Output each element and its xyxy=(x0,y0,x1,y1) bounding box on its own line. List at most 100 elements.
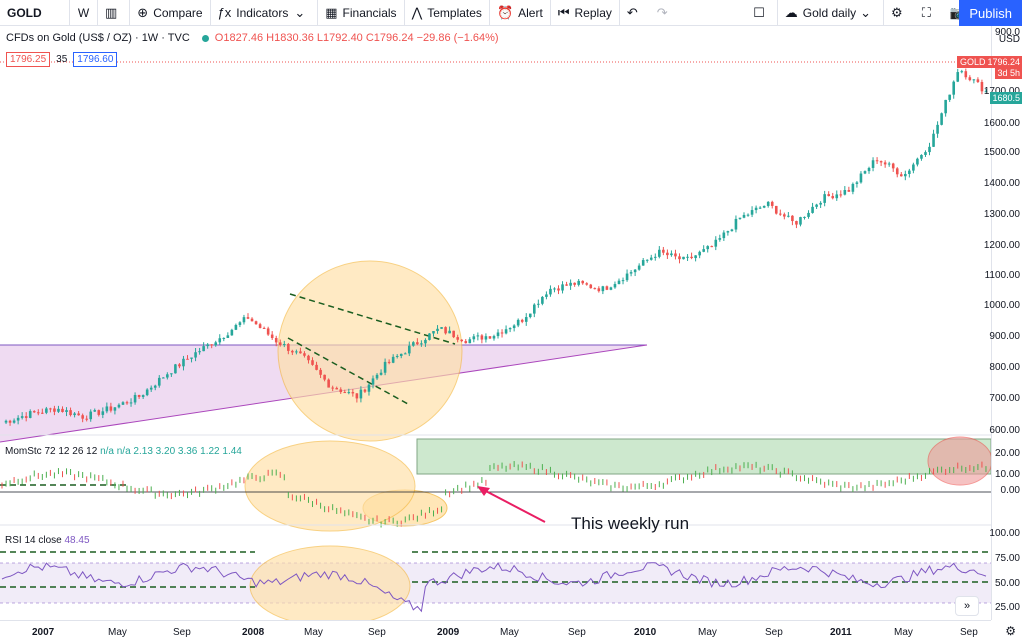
settings-button[interactable]: ⚙ xyxy=(884,0,915,26)
sell-price[interactable]: 1796.25 xyxy=(6,52,51,67)
cloud-icon: ☁ xyxy=(784,5,798,20)
time-tick: Sep xyxy=(765,627,783,638)
undo-button[interactable]: ↶ xyxy=(620,0,650,26)
scroll-to-realtime-button[interactable]: » xyxy=(955,596,979,616)
publish-button[interactable]: Publish xyxy=(959,0,1022,26)
layout-name-button[interactable]: ☁ Gold daily ⌄ xyxy=(778,0,885,26)
channel-bottom-line[interactable] xyxy=(287,337,409,405)
candle-body xyxy=(8,420,12,423)
candle-body xyxy=(823,194,826,203)
channel-top-line[interactable] xyxy=(289,293,456,345)
green-box-drawing[interactable] xyxy=(416,438,991,475)
candle-body xyxy=(109,406,113,411)
candle-body xyxy=(859,173,863,183)
candle-body xyxy=(528,313,532,318)
indicators-label: Indicators xyxy=(236,5,289,20)
candle-body xyxy=(133,394,137,403)
time-tick: May xyxy=(894,627,913,638)
mom-ellipse-large[interactable] xyxy=(244,440,416,532)
candle-body xyxy=(351,392,355,394)
candle-body xyxy=(61,408,64,412)
candle-body xyxy=(662,249,665,253)
price-tick: 800.00 xyxy=(989,362,1020,373)
candle-body xyxy=(871,160,875,168)
time-tick: May xyxy=(304,627,323,638)
candle-body xyxy=(363,389,367,392)
symbol-search[interactable]: GOLD xyxy=(0,0,70,26)
candle-body xyxy=(399,353,403,356)
arrow-line[interactable] xyxy=(479,487,546,523)
candle-body xyxy=(153,385,157,388)
candle-body xyxy=(831,196,835,199)
candle-body xyxy=(807,212,810,217)
candle-body xyxy=(964,71,968,78)
candle-body xyxy=(113,407,117,411)
candle-body xyxy=(101,411,105,415)
candle-body xyxy=(637,265,641,270)
candle-body xyxy=(791,215,794,222)
candle-body xyxy=(702,249,705,252)
axis-settings-button[interactable]: ⚙ xyxy=(1005,624,1016,638)
candle-body xyxy=(573,282,576,285)
price-tick: 1400.00 xyxy=(983,178,1020,189)
candle-body xyxy=(85,418,88,420)
rsi-tick: 50.00 xyxy=(994,578,1020,589)
price-tick: 1500.00 xyxy=(983,147,1020,158)
chart-legend: CFDs on Gold (US$ / OZ) · 1W · TVC O1827… xyxy=(6,32,499,44)
candle-body xyxy=(375,374,379,379)
buy-price[interactable]: 1796.60 xyxy=(73,52,118,67)
financials-label: Financials xyxy=(342,5,397,20)
candle-body xyxy=(452,330,455,338)
candle-body xyxy=(678,256,681,260)
fullscreen-button[interactable]: ⛶ xyxy=(915,0,943,26)
candle-body xyxy=(762,205,766,208)
replay-button[interactable]: ⏮ Replay xyxy=(551,0,620,26)
candle-body xyxy=(97,410,101,415)
candle-body xyxy=(194,352,197,358)
candle-body xyxy=(226,335,230,338)
candles-group xyxy=(4,68,988,426)
text-annotation[interactable]: This weekly run xyxy=(571,514,690,533)
candle-body xyxy=(291,350,294,353)
alert-button[interactable]: ⏰ Alert xyxy=(490,0,551,26)
financials-button[interactable]: ▦ Financials xyxy=(318,0,405,26)
chart-style-button[interactable]: ▥ xyxy=(98,0,131,26)
candle-body xyxy=(533,304,536,314)
redo-button[interactable]: ↷ xyxy=(650,0,680,26)
price-tick-top: 900.0 xyxy=(994,27,1020,38)
double-chevron-right-icon: » xyxy=(963,600,971,612)
candle-body xyxy=(395,355,399,357)
candle-body xyxy=(311,360,314,365)
candle-body xyxy=(36,412,40,414)
time-axis[interactable]: 2007 May Sep 2008 May Sep 2009 May Sep 2010 May Sep… xyxy=(0,620,991,642)
indicators-button[interactable]: ƒx Indicators ⌄ xyxy=(211,0,319,26)
rsi-ellipse[interactable] xyxy=(249,545,411,620)
rsi-tick: 100.00 xyxy=(989,528,1020,539)
templates-button[interactable]: ⋀ Templates xyxy=(405,0,490,26)
candle-body xyxy=(597,288,601,292)
candle-body xyxy=(629,272,633,274)
mom-ellipse-red[interactable] xyxy=(927,436,991,486)
time-tick: May xyxy=(500,627,519,638)
time-tick: Sep xyxy=(568,627,586,638)
layout-toggle[interactable]: ☐ xyxy=(746,0,778,26)
chart-canvas[interactable] xyxy=(0,26,991,620)
gear-icon: ⚙ xyxy=(1005,624,1016,638)
candle-body xyxy=(307,355,310,361)
price-tick: 1300.00 xyxy=(983,209,1020,220)
candle-body xyxy=(766,201,770,206)
candle-body xyxy=(496,332,500,337)
candle-body xyxy=(20,416,24,418)
interval-button[interactable]: W xyxy=(70,0,98,26)
candle-body xyxy=(980,81,984,92)
candle-body xyxy=(641,260,645,266)
rsi-tick: 75.00 xyxy=(994,553,1020,564)
ellipse-highlight[interactable] xyxy=(277,260,463,442)
candle-body xyxy=(710,246,714,248)
candle-body xyxy=(863,171,867,174)
arrow-head[interactable] xyxy=(477,486,490,496)
templates-label: Templates xyxy=(427,5,482,20)
candle-body xyxy=(541,296,544,304)
compare-button[interactable]: ⊕ Compare xyxy=(130,0,211,26)
